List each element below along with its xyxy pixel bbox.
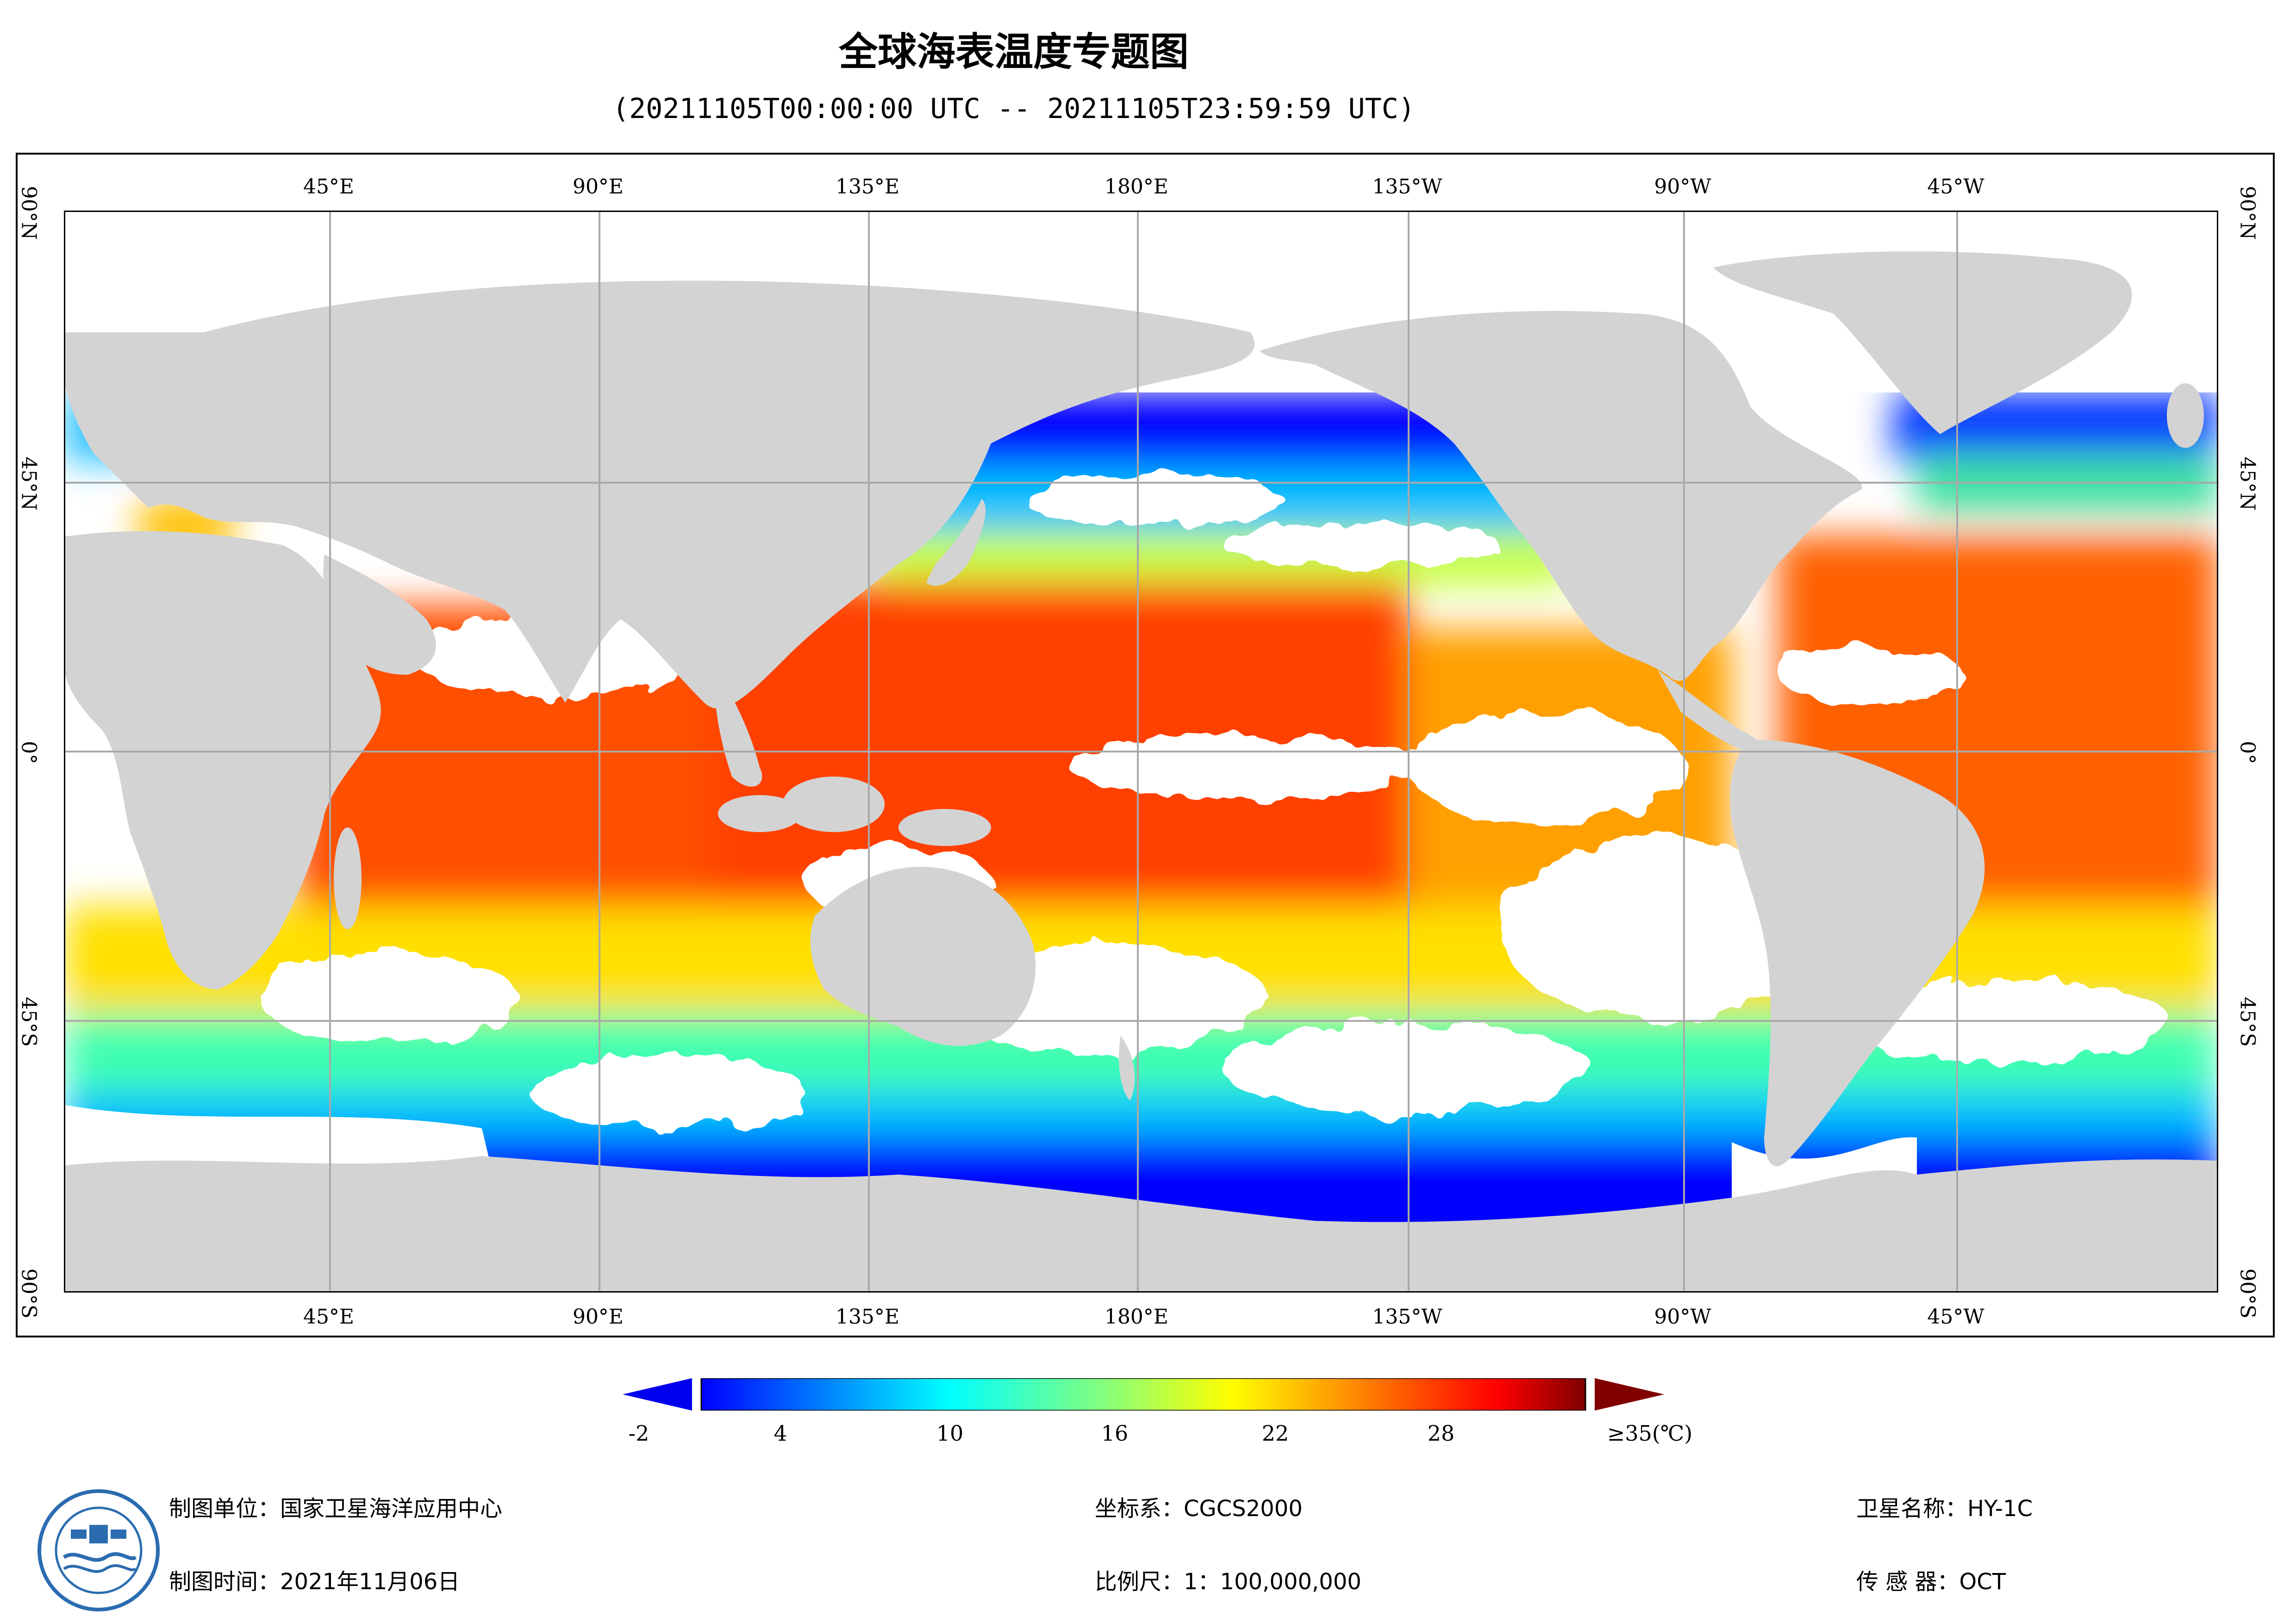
australia — [810, 866, 1036, 1046]
graticule — [65, 212, 2217, 1291]
colorbar-label: 10 — [936, 1421, 964, 1446]
cloud-patch — [1023, 471, 1283, 527]
right-lat-tick: 45°S — [2235, 996, 2259, 1047]
new-zealand — [1119, 1036, 1135, 1101]
coordinate-system: 坐标系：CGCS2000 — [1095, 1496, 1303, 1522]
bottom-lon-tick: 90°W — [1654, 1305, 1711, 1329]
colorbar-label: 28 — [1427, 1421, 1455, 1446]
north-america — [1260, 311, 1862, 681]
left-lat-tick: 45°S — [17, 996, 41, 1047]
top-lon-tick: 45°W — [1927, 175, 1984, 199]
map-title: 全球海表温度专题图 — [838, 29, 1189, 75]
temperature-colorbar — [623, 1378, 1664, 1411]
sst-map[interactable] — [64, 211, 2218, 1293]
right-lat-tick: 90°S — [2235, 1268, 2259, 1319]
colorbar-label: ≥35(℃) — [1607, 1421, 1693, 1446]
colorbar-max-arrow — [1595, 1378, 1664, 1411]
top-lon-tick: 135°W — [1372, 175, 1442, 199]
mapping-unit: 制图单位：国家卫星海洋应用中心 — [169, 1496, 503, 1522]
colorbar-min-arrow — [623, 1378, 692, 1411]
satellite-name: 卫星名称：HY-1C — [1856, 1496, 2033, 1522]
top-lon-tick: 135°E — [835, 175, 900, 199]
bottom-lon-tick: 45°W — [1927, 1305, 1984, 1329]
bottom-lon-tick: 180°E — [1104, 1305, 1169, 1329]
cloud-patch — [1408, 712, 1685, 823]
top-lon-tick: 90°E — [572, 175, 624, 199]
top-lon-tick: 180°E — [1104, 175, 1169, 199]
colorbar-label: 4 — [774, 1421, 787, 1446]
right-lat-tick: 45°N — [2235, 456, 2259, 511]
cloud-patch — [1500, 837, 1824, 1022]
british-isles — [2167, 383, 2204, 448]
cloud-patch — [1778, 647, 1963, 703]
map-scale: 比例尺：1：100,000,000 — [1095, 1569, 1361, 1595]
map-frame — [16, 153, 2275, 1337]
bottom-lon-tick: 135°W — [1372, 1305, 1442, 1329]
left-lat-tick: 0° — [17, 741, 41, 764]
colorbar-label: -2 — [628, 1421, 649, 1446]
map-subtitle: (20211105T00:00:00 UTC -- 20211105T23:59… — [612, 93, 1415, 125]
new-guinea — [898, 809, 991, 846]
left-lat-tick: 45°N — [17, 456, 41, 511]
colorbar-gradient — [700, 1378, 1586, 1411]
left-lat-tick: 90°S — [17, 1268, 41, 1319]
cloud-patch — [260, 952, 519, 1045]
left-lat-tick: 90°N — [17, 186, 41, 240]
cloud-patch — [528, 1054, 806, 1128]
eurasia — [65, 280, 1255, 709]
sumatra — [718, 795, 801, 832]
top-lon-tick: 90°W — [1654, 175, 1711, 199]
right-lat-tick: 0° — [2235, 741, 2259, 764]
greenland — [1713, 251, 2132, 434]
borneo — [783, 777, 885, 832]
nsoas-logo-icon — [37, 1489, 160, 1611]
japan — [926, 499, 986, 586]
sensor-name: 传 感 器：OCT — [1856, 1569, 2006, 1595]
mapping-time: 制图时间：2021年11月06日 — [169, 1569, 460, 1595]
sst-map-canvas — [65, 212, 2217, 1291]
south-america — [1730, 740, 1985, 1166]
bottom-lon-tick: 90°E — [572, 1305, 624, 1329]
bottom-lon-tick: 45°E — [303, 1305, 355, 1329]
indochina — [713, 665, 762, 787]
colorbar-label: 16 — [1101, 1421, 1129, 1446]
right-lat-tick: 90°N — [2235, 186, 2259, 240]
land — [65, 251, 2217, 1291]
africa — [65, 531, 381, 989]
cloud-patch — [1223, 522, 1500, 568]
cloud-patch — [1070, 735, 1422, 800]
top-lon-tick: 45°E — [303, 175, 355, 199]
madagascar — [334, 827, 362, 929]
bottom-lon-tick: 135°E — [835, 1305, 900, 1329]
colorbar-label: 22 — [1261, 1421, 1289, 1446]
antarctica — [65, 1156, 2217, 1291]
